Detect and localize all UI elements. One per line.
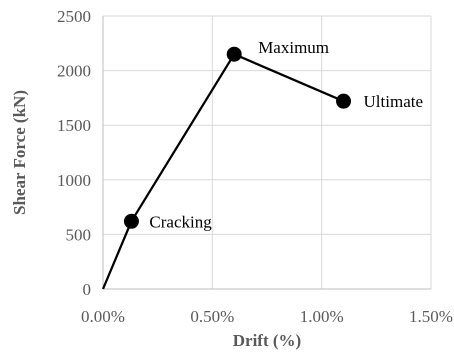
axes (102, 16, 431, 290)
data-point (226, 46, 242, 62)
x-tick-label: 1.00% (300, 307, 344, 326)
point-annotation: Maximum (258, 38, 329, 57)
point-annotation: Cracking (149, 212, 212, 231)
point-annotations: Cracking Maximum Ultimate (149, 38, 423, 231)
data-point (336, 93, 352, 109)
series-line (101, 53, 344, 290)
tick-labels: 0 500 1000 1500 2000 2500 0.00% 0.50% 1.00% 1.50% (57, 7, 453, 326)
point-annotation: Ultimate (364, 92, 423, 111)
y-tick-label: 1000 (57, 171, 91, 190)
y-axis-title: Shear Force (kN) (10, 90, 29, 215)
y-tick-label: 500 (66, 225, 92, 244)
series (101, 46, 352, 290)
y-tick-label: 2500 (57, 7, 91, 26)
x-tick-label: 0.00% (81, 307, 125, 326)
y-tick-label: 2000 (57, 62, 91, 81)
x-tick-label: 1.50% (409, 307, 453, 326)
x-axis-title: Drift (%) (233, 331, 301, 350)
y-tick-label: 1500 (57, 116, 91, 135)
data-point (123, 213, 139, 229)
x-tick-label: 0.50% (190, 307, 234, 326)
y-tick-label: 0 (83, 280, 92, 299)
